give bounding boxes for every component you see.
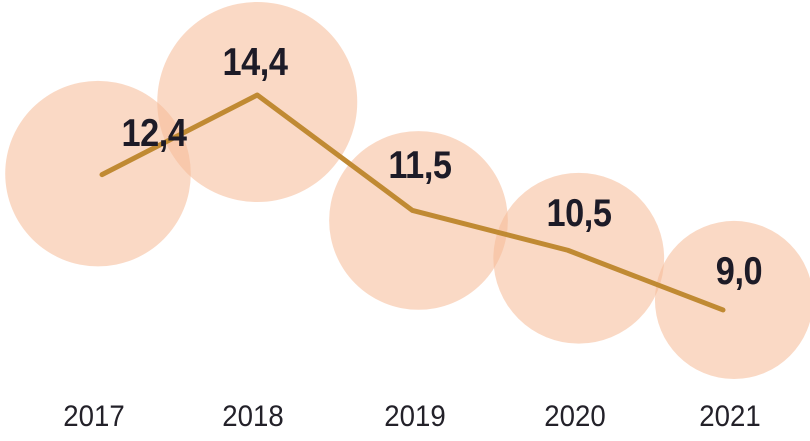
bubble-2021 — [654, 220, 810, 380]
value-label-2021: 9,0 — [715, 249, 763, 293]
value-label-2018: 14,4 — [222, 41, 288, 84]
x-axis-label-2017: 2017 — [63, 400, 125, 433]
bubble-2017 — [5, 80, 191, 267]
value-label-2017: 12,4 — [121, 111, 187, 155]
x-axis-label-2018: 2018 — [222, 400, 284, 433]
x-axis-label-2020: 2020 — [544, 400, 606, 433]
value-label-2019: 11,5 — [387, 144, 452, 188]
trend-line — [99, 92, 726, 313]
x-axis-label-2021: 2021 — [699, 400, 761, 433]
bubble-2018 — [157, 2, 358, 202]
bubble-2019 — [329, 131, 508, 310]
bubble-2020 — [493, 172, 665, 344]
x-axis-label-2019: 2019 — [383, 400, 446, 433]
value-label-2020: 10,5 — [546, 192, 612, 236]
